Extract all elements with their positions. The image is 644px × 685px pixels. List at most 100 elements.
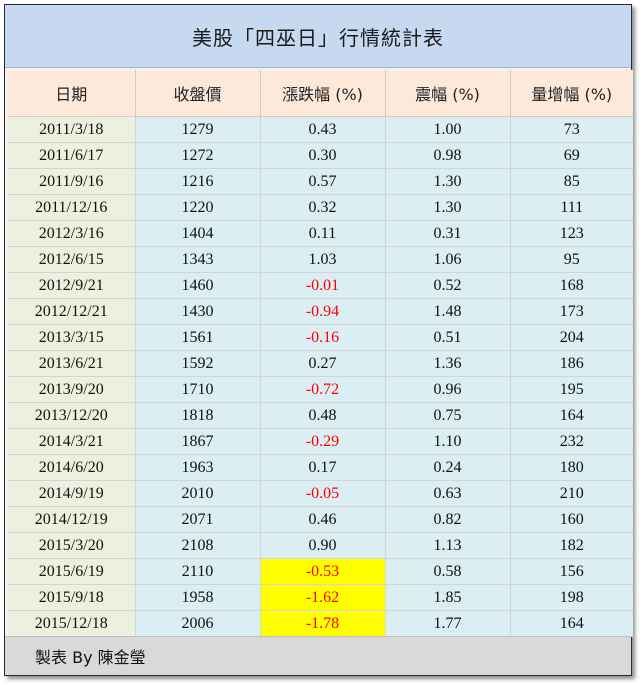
cell-date: 2015/3/20 xyxy=(8,532,136,559)
cell-change: -0.16 xyxy=(260,324,386,351)
cell-volume: 111 xyxy=(510,194,633,221)
cell-volume: 182 xyxy=(510,532,633,559)
table-row: 2015/3/20 2108 0.90 1.13 182 xyxy=(8,532,633,559)
cell-range: 1.77 xyxy=(385,610,511,637)
cell-volume: 186 xyxy=(510,350,633,377)
cell-range: 1.10 xyxy=(385,428,511,455)
cell-change: -1.78 xyxy=(260,610,386,637)
cell-date: 2012/12/21 xyxy=(8,298,136,325)
table-row: 2011/3/18 1279 0.43 1.00 73 xyxy=(8,116,633,143)
header-row: 日期 收盤價 漲跌幅 (%) 震幅 (%) 量增幅 (%) xyxy=(8,70,633,117)
cell-volume: 164 xyxy=(510,402,633,429)
table-row: 2013/9/20 1710 -0.72 0.96 195 xyxy=(8,376,633,403)
table-row: 2014/12/19 2071 0.46 0.82 160 xyxy=(8,506,633,533)
cell-date: 2013/3/15 xyxy=(8,324,136,351)
cell-volume: 204 xyxy=(510,324,633,351)
cell-change: -0.94 xyxy=(260,298,386,325)
cell-change: 0.30 xyxy=(260,142,386,169)
cell-close: 2110 xyxy=(135,558,261,585)
cell-date: 2011/3/18 xyxy=(8,116,136,143)
table-title: 美股「四巫日」行情統計表 xyxy=(5,5,631,68)
cell-volume: 156 xyxy=(510,558,633,585)
cell-range: 0.98 xyxy=(385,142,511,169)
cell-date: 2012/9/21 xyxy=(8,272,136,299)
cell-close: 1404 xyxy=(135,220,261,247)
cell-volume: 195 xyxy=(510,376,633,403)
cell-close: 1272 xyxy=(135,142,261,169)
cell-close: 1460 xyxy=(135,272,261,299)
cell-change: -1.62 xyxy=(260,584,386,611)
cell-change: -0.53 xyxy=(260,558,386,585)
statistics-table-card: 美股「四巫日」行情統計表 日期 收盤價 漲跌幅 (%) 震幅 (%) 量增幅 (… xyxy=(4,4,633,676)
table-row: 2011/9/16 1216 0.57 1.30 85 xyxy=(8,168,633,195)
cell-range: 1.85 xyxy=(385,584,511,611)
cell-volume: 69 xyxy=(510,142,633,169)
cell-range: 0.51 xyxy=(385,324,511,351)
table-row: 2011/6/17 1272 0.30 0.98 69 xyxy=(8,142,633,169)
table-row: 2015/6/19 2110 -0.53 0.58 156 xyxy=(8,558,633,585)
cell-volume: 95 xyxy=(510,246,633,273)
cell-date: 2015/6/19 xyxy=(8,558,136,585)
table-row: 2014/9/19 2010 -0.05 0.63 210 xyxy=(8,480,633,507)
cell-volume: 160 xyxy=(510,506,633,533)
cell-date: 2014/9/19 xyxy=(8,480,136,507)
table-row: 2011/12/16 1220 0.32 1.30 111 xyxy=(8,194,633,221)
cell-close: 2108 xyxy=(135,532,261,559)
cell-range: 0.75 xyxy=(385,402,511,429)
cell-close: 1867 xyxy=(135,428,261,455)
cell-range: 0.24 xyxy=(385,454,511,481)
cell-change: 0.43 xyxy=(260,116,386,143)
cell-range: 1.06 xyxy=(385,246,511,273)
cell-change: 0.11 xyxy=(260,220,386,247)
cell-change: 0.57 xyxy=(260,168,386,195)
cell-range: 0.52 xyxy=(385,272,511,299)
cell-change: 0.48 xyxy=(260,402,386,429)
cell-close: 2071 xyxy=(135,506,261,533)
cell-date: 2012/3/16 xyxy=(8,220,136,247)
cell-date: 2014/6/20 xyxy=(8,454,136,481)
cell-range: 1.00 xyxy=(385,116,511,143)
cell-range: 0.31 xyxy=(385,220,511,247)
cell-close: 1561 xyxy=(135,324,261,351)
cell-date: 2011/9/16 xyxy=(8,168,136,195)
table-row: 2012/9/21 1460 -0.01 0.52 168 xyxy=(8,272,633,299)
cell-range: 1.30 xyxy=(385,168,511,195)
cell-date: 2015/9/18 xyxy=(8,584,136,611)
cell-change: -0.05 xyxy=(260,480,386,507)
cell-close: 1818 xyxy=(135,402,261,429)
cell-change: -0.72 xyxy=(260,376,386,403)
cell-volume: 73 xyxy=(510,116,633,143)
cell-close: 1710 xyxy=(135,376,261,403)
cell-change: 0.90 xyxy=(260,532,386,559)
stats-table: 日期 收盤價 漲跌幅 (%) 震幅 (%) 量增幅 (%) 2011/3/18 1… xyxy=(8,70,633,637)
cell-range: 1.30 xyxy=(385,194,511,221)
cell-date: 2013/6/21 xyxy=(8,350,136,377)
cell-date: 2012/6/15 xyxy=(8,246,136,273)
cell-change: -0.29 xyxy=(260,428,386,455)
header-date: 日期 xyxy=(8,70,136,117)
footer-credit: 製表 By 陳金瑩 xyxy=(5,636,631,675)
cell-date: 2013/12/20 xyxy=(8,402,136,429)
table-row: 2013/3/15 1561 -0.16 0.51 204 xyxy=(8,324,633,351)
cell-volume: 85 xyxy=(510,168,633,195)
footer-text: 製表 By 陳金瑩 xyxy=(35,648,146,667)
table-row: 2014/3/21 1867 -0.29 1.10 232 xyxy=(8,428,633,455)
header-change: 漲跌幅 (%) xyxy=(260,70,386,117)
cell-range: 1.48 xyxy=(385,298,511,325)
cell-close: 1958 xyxy=(135,584,261,611)
cell-date: 2014/3/21 xyxy=(8,428,136,455)
cell-volume: 123 xyxy=(510,220,633,247)
cell-close: 2006 xyxy=(135,610,261,637)
cell-volume: 232 xyxy=(510,428,633,455)
cell-range: 0.58 xyxy=(385,558,511,585)
cell-change: 0.46 xyxy=(260,506,386,533)
cell-range: 0.63 xyxy=(385,480,511,507)
table-row: 2012/6/15 1343 1.03 1.06 95 xyxy=(8,246,633,273)
cell-date: 2011/6/17 xyxy=(8,142,136,169)
cell-change: 0.27 xyxy=(260,350,386,377)
table-body: 2011/3/18 1279 0.43 1.00 73 2011/6/17 1272 0.30… xyxy=(8,116,633,637)
cell-change: 0.17 xyxy=(260,454,386,481)
cell-date: 2013/9/20 xyxy=(8,376,136,403)
table-row: 2014/6/20 1963 0.17 0.24 180 xyxy=(8,454,633,481)
cell-close: 1279 xyxy=(135,116,261,143)
